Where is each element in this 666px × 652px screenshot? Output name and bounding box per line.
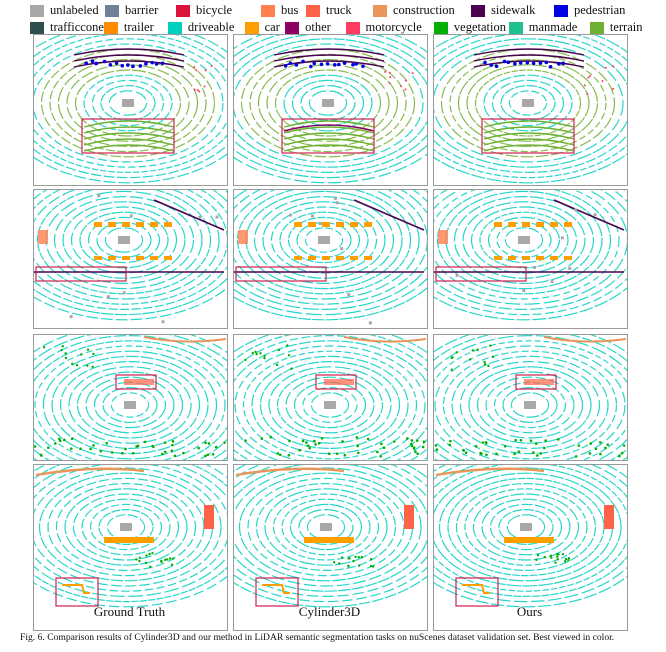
scan-panel-r3-c2	[233, 334, 428, 461]
legend-label: other	[305, 20, 331, 34]
legend-swatch	[244, 21, 259, 34]
legend-item-trafficcone: trafficcone	[30, 20, 104, 35]
scan-panel-r4-c3	[433, 464, 628, 631]
legend-swatch	[471, 4, 485, 17]
legend-label: barrier	[125, 3, 159, 17]
scan-panel-r2-c1	[33, 189, 228, 329]
legend-item-bus: bus	[261, 3, 306, 18]
scan-panel-r4-c1	[33, 464, 228, 631]
scan-panel-r1-c3	[433, 34, 628, 186]
legend-swatch	[589, 21, 604, 34]
legend-label: sidewalk	[491, 3, 536, 17]
legend-label: trafficcone	[50, 20, 104, 34]
legend-label: pedestrian	[574, 3, 626, 17]
lidar-scan	[434, 335, 627, 460]
legend-label: unlabeled	[50, 3, 99, 17]
lidar-scan	[34, 35, 227, 184]
legend-swatch	[285, 21, 300, 34]
legend-item-sidewalk: sidewalk	[471, 3, 554, 18]
legend-label: trailer	[123, 20, 154, 34]
legend-item-manmade: manmade	[508, 20, 590, 35]
lidar-scan	[34, 335, 227, 460]
legend-item-pedestrian: pedestrian	[554, 3, 644, 18]
legend-label: motorcycle	[365, 20, 422, 34]
legend-swatch	[345, 21, 360, 34]
column-label-ground-truth: Ground Truth	[93, 604, 166, 619]
legend-row-1: unlabeled barrier bicycle bus truck construct…	[30, 2, 662, 19]
lidar-scan	[434, 35, 627, 184]
column-label-ours: Ours	[516, 604, 543, 619]
legend-label: car	[264, 20, 280, 34]
legend-label: bicycle	[196, 3, 233, 17]
legend-label: vegetation	[453, 20, 506, 34]
lidar-scan	[434, 465, 627, 608]
legend-label: truck	[326, 3, 352, 17]
legend-item-car: car	[244, 20, 286, 35]
scan-panel-r3-c1	[33, 334, 228, 461]
lidar-scan	[234, 35, 427, 184]
scan-panel-r4-c2	[233, 464, 428, 631]
legend-item-construction: construction	[373, 3, 471, 18]
legend-swatch	[30, 21, 44, 34]
legend-item-driveable: driveable	[167, 20, 245, 35]
legend-swatch	[167, 21, 182, 34]
legend-swatch	[373, 4, 387, 17]
legend-row-2: trafficcone trailer driveable car other motor…	[30, 19, 662, 36]
lidar-scan	[34, 190, 227, 324]
legend-label: construction	[393, 3, 455, 17]
lidar-scan	[234, 190, 427, 325]
legend-swatch	[508, 21, 523, 34]
legend-item-vegetation: vegetation	[433, 20, 509, 35]
scan-panel-r1-c1	[33, 34, 228, 186]
scan-panel-r2-c2	[233, 189, 428, 329]
legend-swatch	[306, 4, 320, 17]
legend-item-bicycle: bicycle	[176, 3, 261, 18]
scan-panel-r3-c3	[433, 334, 628, 461]
legend-swatch	[433, 21, 448, 34]
lidar-scan	[234, 335, 427, 460]
legend-item-terrain: terrain	[589, 20, 662, 35]
lidar-scan	[234, 465, 427, 608]
legend-item-unlabeled: unlabeled	[30, 3, 105, 18]
legend-label: bus	[281, 3, 299, 17]
legend-swatch	[554, 4, 568, 17]
legend-item-other: other	[285, 20, 345, 35]
figure-caption: Fig. 6. Comparison results of Cylinder3D…	[20, 632, 615, 643]
legend-item-barrier: barrier	[105, 3, 176, 18]
legend-label: manmade	[528, 20, 578, 34]
lidar-scan	[34, 465, 227, 608]
legend-label: driveable	[187, 20, 235, 34]
scan-panel-r2-c3	[433, 189, 628, 329]
legend-swatch	[30, 4, 44, 17]
legend-item-trailer: trailer	[103, 20, 168, 35]
legend-swatch	[261, 4, 275, 17]
column-label-cylinder3d: Cylinder3D	[298, 604, 361, 619]
legend: unlabeled barrier bicycle bus truck construct…	[30, 2, 662, 36]
legend-swatch	[105, 4, 119, 17]
legend-swatch	[176, 4, 190, 17]
legend-item-motorcycle: motorcycle	[345, 20, 434, 35]
legend-label: terrain	[609, 20, 643, 34]
lidar-scan	[434, 190, 627, 321]
legend-item-truck: truck	[306, 3, 373, 18]
scan-panel-r1-c2	[233, 34, 428, 186]
legend-swatch	[103, 21, 118, 34]
